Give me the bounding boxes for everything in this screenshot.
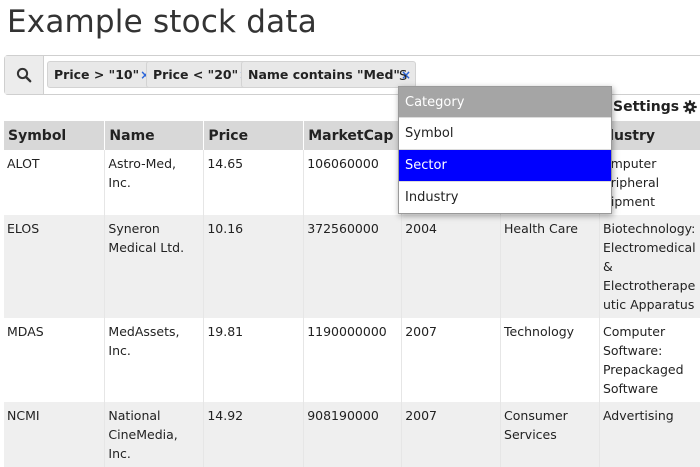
- cell-symbol: ALOT: [4, 150, 106, 215]
- filter-chip-name-contains[interactable]: Name contains "Med" ×: [241, 61, 416, 88]
- page-title: Example stock data: [7, 4, 317, 40]
- cell-price: 14.65: [203, 150, 305, 215]
- chip-label: Name contains "Med": [248, 67, 400, 82]
- gear-icon: [683, 100, 697, 114]
- column-header-symbol[interactable]: Symbol: [4, 121, 106, 150]
- settings-button[interactable]: Settings: [613, 99, 697, 115]
- settings-label: Settings: [613, 99, 680, 115]
- table-row: MDAS MedAssets, Inc. 19.81 1190000000 20…: [4, 318, 700, 402]
- cell-ipo-year: 2004: [401, 215, 502, 318]
- stock-table: Symbol Name Price MarketCap dustry ALOT …: [4, 121, 700, 467]
- table-row: NCMI National CineMedia, Inc. 14.92 90819…: [4, 402, 700, 467]
- cell-marketcap: 372560000: [303, 215, 403, 318]
- chip-remove-icon[interactable]: ×: [140, 68, 150, 82]
- column-header-marketcap[interactable]: MarketCap: [303, 121, 403, 150]
- search-icon: [16, 67, 32, 83]
- cell-price: 14.92: [203, 402, 305, 467]
- column-header-industry[interactable]: dustry: [599, 121, 700, 150]
- search-bar: Price > "10" × Price < "20" × Name conta…: [4, 55, 700, 95]
- dropdown-option-industry[interactable]: Industry: [399, 181, 611, 213]
- cell-name: National CineMedia, Inc.: [104, 402, 205, 467]
- cell-ipo-year: 2007: [401, 318, 502, 402]
- cell-sector: Health Care: [500, 215, 600, 318]
- cell-price: 10.16: [203, 215, 305, 318]
- cell-ipo-year: 2007: [401, 402, 502, 467]
- cell-sector: Technology: [500, 318, 600, 402]
- dropdown-option-symbol[interactable]: Symbol: [399, 117, 611, 149]
- cell-marketcap: 1190000000: [303, 318, 403, 402]
- column-header-price[interactable]: Price: [203, 121, 305, 150]
- cell-industry: omputer eripheral uipment: [599, 150, 700, 215]
- filter-chip-price-gt[interactable]: Price > "10" ×: [47, 61, 156, 88]
- cell-symbol: NCMI: [4, 402, 106, 467]
- dropdown-header: Category: [399, 87, 611, 117]
- cell-industry: Advertising: [599, 402, 700, 467]
- search-button[interactable]: [5, 56, 44, 94]
- category-dropdown: Category Symbol Sector Industry: [398, 86, 612, 214]
- cell-name: MedAssets, Inc.: [104, 318, 205, 402]
- cell-sector: Consumer Services: [500, 402, 600, 467]
- table-row: ELOS Syneron Medical Ltd. 10.16 372560000…: [4, 215, 700, 318]
- filter-chip-price-lt[interactable]: Price < "20" ×: [146, 61, 255, 88]
- search-input[interactable]: [397, 62, 601, 90]
- chip-label: Price > "10": [54, 67, 140, 82]
- cell-industry: Biotechnology: Electromedical & Electrother…: [599, 215, 700, 318]
- dropdown-option-sector[interactable]: Sector: [399, 149, 611, 181]
- cell-name: Astro-Med, Inc.: [104, 150, 205, 215]
- cell-marketcap: 106060000: [303, 150, 403, 215]
- cell-symbol: MDAS: [4, 318, 106, 402]
- cell-price: 19.81: [203, 318, 305, 402]
- cell-name: Syneron Medical Ltd.: [104, 215, 205, 318]
- cell-industry: Computer Software: Prepackaged Software: [599, 318, 700, 402]
- cell-symbol: ELOS: [4, 215, 106, 318]
- chip-label: Price < "20": [153, 67, 239, 82]
- cell-marketcap: 908190000: [303, 402, 403, 467]
- column-header-name[interactable]: Name: [104, 121, 205, 150]
